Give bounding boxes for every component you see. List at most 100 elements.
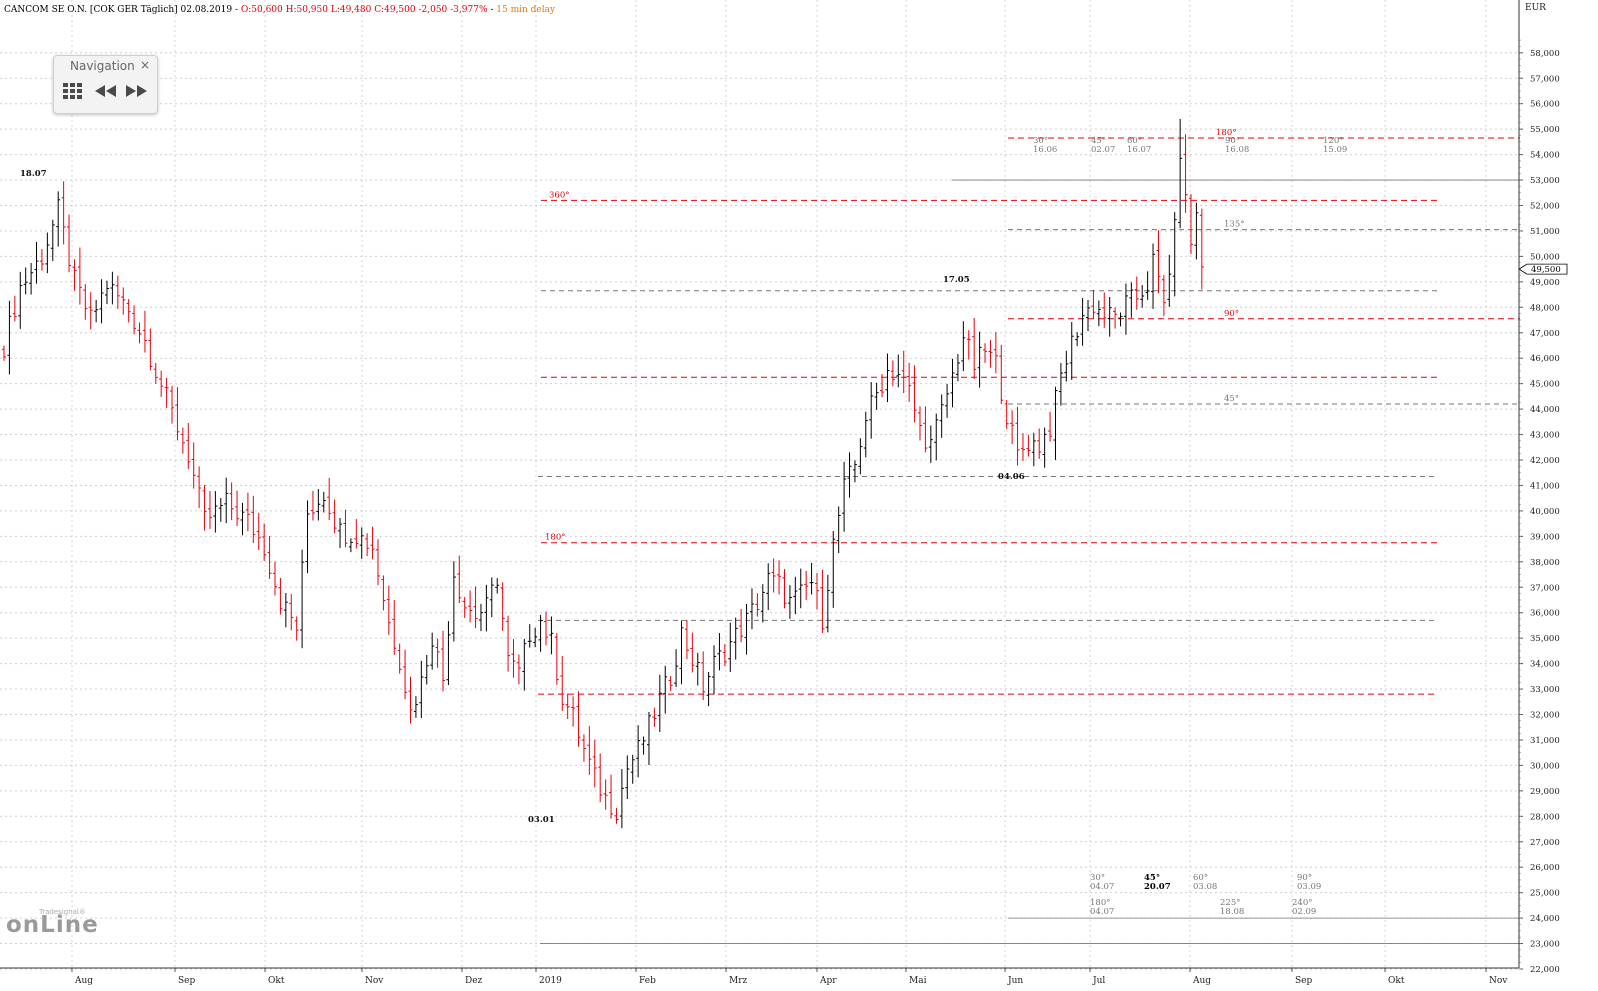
cycle-angle: 225°: [1220, 898, 1240, 908]
grid-icon[interactable]: [63, 83, 85, 105]
currency-label: EUR: [1525, 3, 1546, 13]
ohlc-bar: [955, 354, 960, 382]
y-tick-label: 49,000: [1530, 278, 1560, 288]
cycle-date: 03.08: [1193, 882, 1217, 892]
ohlc-bar: [554, 632, 559, 685]
ohlc-bar: [218, 498, 223, 522]
cycle-date: 02.09: [1292, 907, 1316, 917]
y-tick-label: 37,000: [1530, 583, 1560, 593]
cycle-angle: 45°: [1144, 873, 1160, 883]
ohlc-bar: [527, 624, 532, 648]
cycle-angle: 90°: [1297, 873, 1312, 883]
ohlc-bar: [500, 582, 505, 631]
ohlc-bar: [522, 638, 527, 691]
cycle-angle: 60°: [1127, 136, 1142, 146]
ohlc-bar: [988, 339, 993, 368]
ohlc-bar: [1048, 411, 1053, 442]
ohlc-bar: [1151, 243, 1156, 309]
ohlc-bar: [511, 639, 516, 678]
ohlc-bar: [890, 360, 895, 387]
ohlc-bar: [413, 696, 418, 718]
ohlc-bar: [1015, 406, 1020, 466]
ohlc-bar: [701, 651, 706, 701]
ohlc-bar: [1010, 410, 1015, 445]
ohlc-bar: [744, 603, 749, 655]
ohlc-bar: [1188, 194, 1193, 255]
ohlc-bar: [614, 807, 619, 824]
y-tick-label: 44,000: [1530, 405, 1560, 415]
ohlc-bar: [1086, 300, 1090, 332]
ohlc-bar: [267, 535, 272, 579]
ohlc-bar: [782, 569, 787, 609]
level-label: 360°: [549, 190, 569, 200]
ohlc-bar: [663, 665, 668, 714]
cycle-date: 16.06: [1033, 145, 1057, 155]
ohlc-bar: [549, 616, 554, 655]
y-tick-label: 36,000: [1530, 609, 1560, 619]
y-tick-label: 41,000: [1530, 481, 1560, 491]
cycle-date: 16.07: [1127, 145, 1151, 155]
cycle-date: 04.07: [1090, 882, 1114, 892]
ohlc-bar: [516, 654, 521, 685]
ohlc-bar: [294, 616, 299, 641]
ohlc-bar: [603, 779, 608, 810]
ohlc-bar: [142, 310, 147, 353]
ohlc-bar: [668, 676, 673, 691]
ohlc-bar: [359, 527, 364, 559]
ohlc-bar: [560, 655, 565, 711]
ohlc-bar: [343, 509, 348, 548]
ohlc-bar: [186, 422, 191, 469]
ohlc-bar: [533, 627, 538, 648]
y-tick-label: 51,000: [1530, 227, 1560, 237]
close-icon[interactable]: ×: [139, 58, 150, 72]
level-label: 45°: [1224, 394, 1239, 404]
ohlc-bar: [489, 577, 494, 618]
ohlc-bar: [403, 649, 408, 700]
navigation-panel[interactable]: Navigation ×: [53, 55, 158, 114]
ohlc-bar: [945, 384, 950, 418]
ohlc-bar: [72, 259, 77, 291]
pivot-date-label: 03.01: [528, 815, 555, 825]
ohlc-bar: [94, 299, 99, 323]
x-tick-label: Jun: [1007, 976, 1023, 986]
cycle-angle: 30°: [1033, 136, 1048, 146]
ohlc-bar: [278, 577, 283, 615]
y-tick-label: 57,000: [1530, 74, 1560, 84]
x-tick-label: 2019: [539, 976, 562, 986]
ohlc-bar: [717, 633, 722, 671]
fast-forward-icon[interactable]: [124, 83, 148, 103]
annotations: 180°360°135°90°45°180°30°16.0645°02.0760…: [20, 128, 1568, 917]
ohlc-bar: [1064, 350, 1069, 382]
y-tick-label: 53,000: [1530, 176, 1560, 186]
ohlc-bar: [581, 734, 586, 762]
navigation-title: Navigation: [70, 59, 135, 73]
x-axis: Aug Sep Okt Nov Dez 2019 Feb Mrz Apr Mai Jun Jul Aug…: [0, 967, 1519, 986]
ohlc-bar: [478, 603, 483, 632]
ohlc-bar: [1113, 307, 1118, 329]
ohlc-bar: [7, 300, 12, 375]
ohlc-bar: [1037, 428, 1042, 459]
ohlc-bar: [1020, 433, 1025, 461]
ohlc-bar: [262, 523, 267, 561]
ohlc-bar: [148, 328, 153, 371]
ohlc-bar: [457, 555, 462, 604]
ohlc-bar: [88, 292, 93, 330]
instrument-title: CANCOM SE O.N. [COK GER Täglich] 02.08.2…: [4, 5, 233, 15]
ohlc-bar: [939, 394, 944, 438]
x-tick-label: Sep: [178, 976, 195, 986]
ohlc-bar: [18, 271, 23, 329]
x-tick-label: Mai: [909, 976, 927, 986]
ohlc-bar: [977, 331, 982, 388]
ohlc-bar: [706, 672, 711, 707]
ohlc-bar: [77, 247, 82, 305]
x-tick-label: Nov: [1489, 976, 1508, 986]
ohlc-bar: [1058, 363, 1063, 406]
rewind-icon[interactable]: [94, 83, 118, 103]
ohlc-bar: [316, 489, 321, 521]
ohlc-bar: [885, 353, 890, 403]
y-tick-label: 29,000: [1530, 787, 1560, 797]
x-tick-label: Okt: [1388, 976, 1405, 986]
ohlc-bar: [159, 370, 164, 397]
y-tick-label: 39,000: [1530, 532, 1560, 542]
